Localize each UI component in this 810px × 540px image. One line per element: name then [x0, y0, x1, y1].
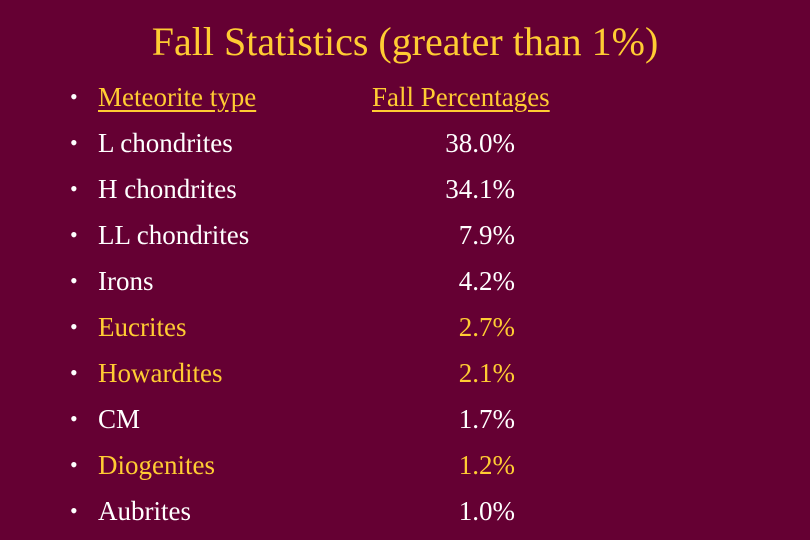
meteorite-type: L chondrites: [98, 128, 233, 158]
fall-percentage: 2.1%: [458, 358, 515, 388]
bullet-icon: •: [70, 360, 78, 385]
list-item: • Aubrites 1.0%: [0, 488, 810, 534]
list-item: • H chondrites 34.1%: [0, 166, 810, 212]
fall-percentage: 1.2%: [458, 450, 515, 480]
fall-percentage: 1.0%: [458, 496, 515, 526]
meteorite-type: Irons: [98, 266, 154, 296]
meteorite-type: Eucrites: [98, 312, 187, 342]
list-item: • Diogenites 1.2%: [0, 442, 810, 488]
fall-percentage: 34.1%: [445, 174, 515, 204]
list-item: • Eucrites 2.7%: [0, 304, 810, 350]
bullet-icon: •: [70, 406, 78, 431]
meteorite-type: Diogenites: [98, 450, 215, 480]
bullet-icon: •: [70, 84, 78, 109]
list-item: • CM 1.7%: [0, 396, 810, 442]
meteorite-type: CM: [98, 404, 141, 434]
meteorite-type: LL chondrites: [98, 220, 250, 250]
bullet-icon: •: [70, 498, 78, 523]
meteorite-fall-list: • Meteorite type Fall Percentages • L ch…: [0, 74, 810, 534]
fall-percentage-header: Fall Percentages: [372, 82, 550, 112]
bullet-icon: •: [70, 314, 78, 339]
meteorite-type: Howardites: [98, 358, 223, 388]
bullet-icon: •: [70, 268, 78, 293]
bullet-icon: •: [70, 130, 78, 155]
fall-percentage: 7.9%: [458, 220, 515, 250]
meteorite-type-header: Meteorite type: [98, 82, 257, 112]
fall-percentage: 2.7%: [458, 312, 515, 342]
bullet-icon: •: [70, 176, 78, 201]
bullet-icon: •: [70, 452, 78, 477]
list-item: • Howardites 2.1%: [0, 350, 810, 396]
list-header-row: • Meteorite type Fall Percentages: [0, 74, 810, 120]
list-item: • LL chondrites 7.9%: [0, 212, 810, 258]
list-item: • L chondrites 38.0%: [0, 120, 810, 166]
fall-percentage: 38.0%: [445, 128, 515, 158]
bullet-icon: •: [70, 222, 78, 247]
meteorite-type: Aubrites: [98, 496, 191, 526]
fall-percentage: 1.7%: [458, 404, 515, 434]
fall-percentage: 4.2%: [458, 266, 515, 296]
list-item: • Irons 4.2%: [0, 258, 810, 304]
slide-title: Fall Statistics (greater than 1%): [151, 19, 659, 64]
meteorite-type: H chondrites: [98, 174, 237, 204]
